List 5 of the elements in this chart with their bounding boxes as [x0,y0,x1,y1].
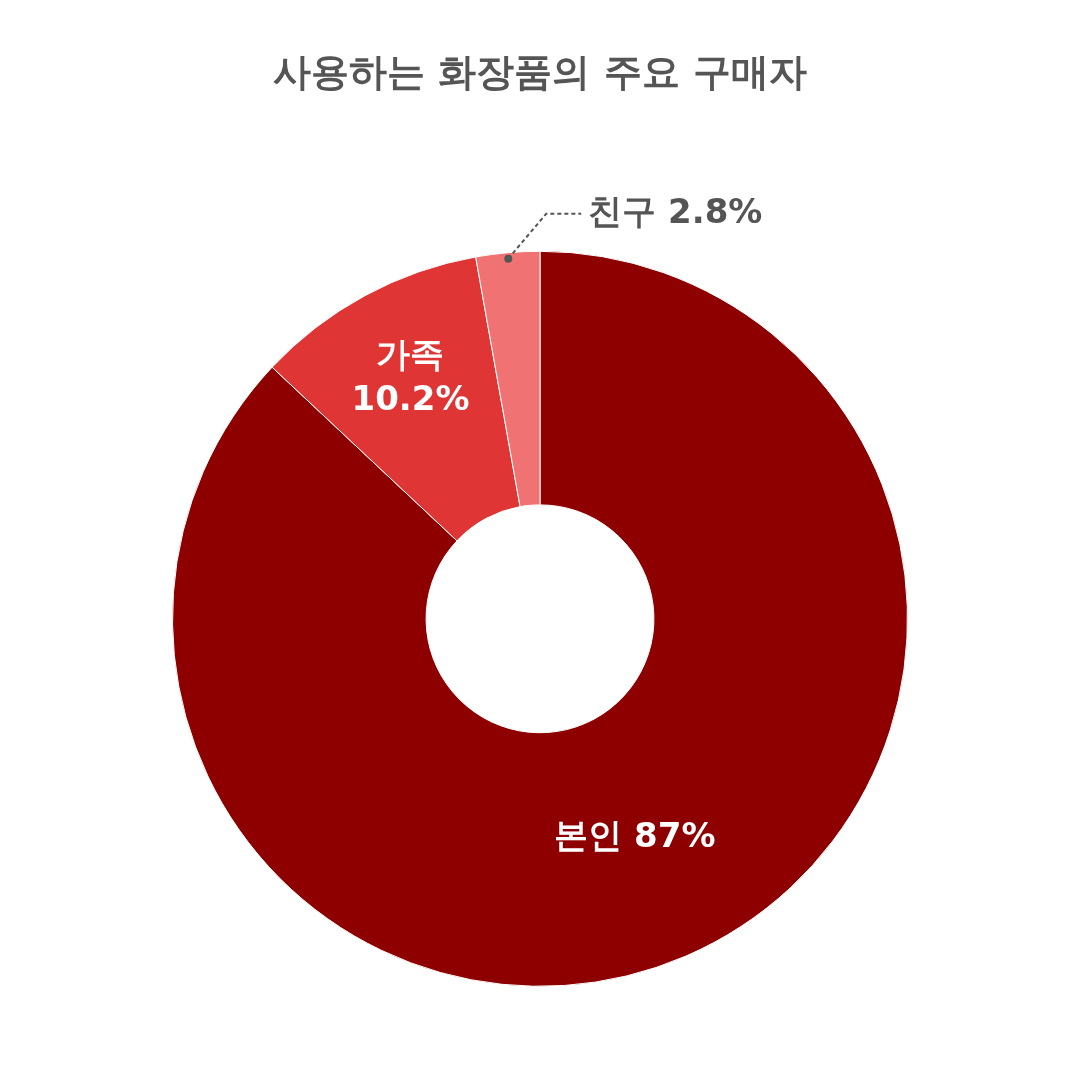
chart-title: 사용하는 화장품의 주요 구매자 [273,49,807,94]
slice-label: 가족 [376,334,445,375]
data-label: 10.2% [351,378,470,419]
slice-label: 본인 87% [554,814,716,855]
slice-label: 친구 2.8% [588,190,763,231]
